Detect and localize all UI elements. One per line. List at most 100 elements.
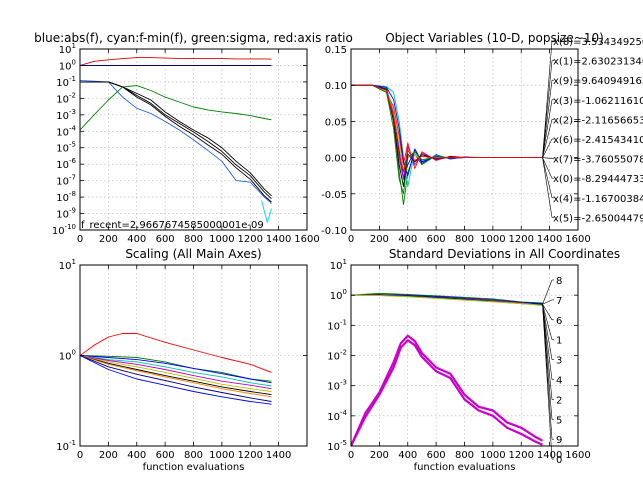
right-label: 5 — [556, 415, 562, 426]
right-label: x(9)=9.64094916324e-06 — [553, 76, 643, 87]
y-tick-label-base: 10 — [56, 78, 69, 89]
x-tick-label: 200 — [99, 234, 118, 245]
x-tick-label: 1200 — [509, 234, 534, 245]
y-tick-label: 10-8 — [56, 190, 76, 204]
chart-title: blue:abs(f), cyan:f-min(f), green:sigma,… — [34, 31, 353, 45]
series-line-7 — [80, 355, 272, 398]
leader-line — [542, 138, 553, 158]
x-tick-label: 1200 — [238, 450, 263, 461]
series-line-2 — [351, 292, 543, 304]
right-label: x(4)=-1.16700384e-05 — [553, 194, 643, 205]
y-tick-label: 0.15 — [325, 45, 347, 56]
right-label: x(1)=2.63023134602e-05 — [553, 57, 643, 68]
y-tick-label: 10-2 — [327, 349, 347, 363]
y-tick-label-base: 10 — [56, 193, 69, 204]
x-tick-label: 1600 — [294, 234, 319, 245]
y-tick-label: 10-5 — [327, 439, 347, 453]
chart-title: Object Variables (10-D, popsize~10) — [385, 31, 604, 45]
x-tick-label: 800 — [455, 234, 474, 245]
x-tick-label: 600 — [156, 450, 175, 461]
y-tick-label: 10-2 — [56, 91, 76, 105]
y-tick-label-base: 10 — [52, 226, 65, 237]
y-tick-label-base: 10 — [56, 160, 69, 171]
y-tick-label-exp: 0 — [72, 349, 76, 357]
series-line-8 — [351, 84, 543, 195]
leader-line — [542, 99, 553, 158]
x-tick-label: 200 — [370, 234, 389, 245]
chart-title: Scaling (All Main Axes) — [125, 247, 261, 261]
tick-group: 0 200 400 600 800 1000 1200 1400 1600 -0.10 -0.05 0… — [321, 45, 591, 245]
right-label: x(0)=-8.29444733e-05 — [553, 174, 643, 185]
x-tick-label: 800 — [455, 450, 474, 461]
series-line-9 — [80, 355, 272, 405]
leader-line — [542, 157, 553, 179]
y-tick-label: 0.10 — [325, 81, 347, 92]
y-tick-label-exp: 1 — [343, 258, 347, 266]
y-tick-label-base: 10 — [56, 144, 69, 155]
series-line-8 — [80, 355, 272, 402]
panel-p2: 0 200 400 600 800 1000 1200 1400 1600 -0.10 -0.05 0… — [321, 31, 643, 245]
x-tick-label: 1600 — [565, 234, 590, 245]
series-line-0 — [351, 84, 543, 180]
leader-line — [542, 304, 553, 460]
x-tick-label: 600 — [427, 234, 446, 245]
leader-line — [542, 279, 553, 305]
right-label: 4 — [556, 376, 562, 387]
y-tick-label: 10-7 — [56, 174, 76, 188]
y-tick-label-exp: -3 — [69, 108, 76, 116]
y-tick-label-base: 10 — [330, 261, 343, 272]
leader-line — [542, 157, 553, 218]
y-tick-label-base: 10 — [56, 111, 69, 122]
series-group — [351, 84, 543, 206]
chart-title: Standard Deviations in All Coordinates — [389, 247, 620, 261]
y-tick-label-exp: -8 — [69, 190, 76, 198]
y-tick-label: 100 — [59, 349, 76, 363]
leader-line — [542, 119, 553, 158]
right-label: x(2)=-2.11656653e-05 — [553, 115, 643, 126]
y-tick-label-exp: -5 — [69, 141, 76, 149]
panel-p4: 0 200 400 600 800 1000 1200 1400 160010-510-410-… — [327, 247, 620, 473]
right-label: x(7)=-3.76055078e-05 — [553, 155, 643, 166]
y-tick-label: 100 — [59, 58, 76, 72]
x-tick-label: 1600 — [565, 450, 590, 461]
leader-line — [542, 304, 553, 320]
x-tick-label: 1400 — [537, 234, 562, 245]
y-tick-label: 101 — [59, 42, 76, 56]
x-tick-label: 400 — [398, 234, 417, 245]
series-line-6 — [351, 84, 543, 188]
leader-line — [542, 304, 553, 360]
leader-line — [542, 157, 553, 159]
y-tick-label: 10-10 — [52, 223, 76, 237]
x-tick-label: 1000 — [480, 450, 505, 461]
series-line-7 — [351, 294, 543, 307]
series-line-0 — [80, 80, 272, 204]
x-axis-label: function evaluations — [414, 462, 516, 473]
y-tick-label-base: 10 — [327, 412, 340, 423]
y-tick-label-exp: -1 — [69, 75, 76, 83]
y-tick-label: 10-5 — [56, 141, 76, 155]
y-tick-label: 10-4 — [56, 124, 76, 138]
y-tick-label: 10-1 — [56, 439, 76, 453]
x-tick-label: 600 — [427, 450, 446, 461]
series-line-2 — [80, 85, 272, 131]
y-tick-label-base: 10 — [59, 261, 72, 272]
leader-line — [542, 299, 553, 305]
series-line-5 — [80, 81, 272, 197]
series-line-7 — [351, 84, 543, 177]
x-tick-label: 1000 — [480, 234, 505, 245]
right-label: 2 — [556, 395, 562, 406]
series-line-9 — [351, 84, 543, 173]
series-group — [80, 57, 272, 223]
panel-p1: 0 200 400 600 800 1000 1200 1400 160010-1010-910… — [34, 31, 353, 245]
leader-line — [542, 80, 553, 158]
series-group — [351, 292, 544, 446]
y-tick-label-exp: -4 — [340, 409, 348, 417]
y-tick-label: 101 — [59, 258, 76, 272]
y-tick-label-base: 10 — [56, 442, 69, 453]
y-tick-label-exp: -7 — [69, 174, 76, 182]
y-tick-label-exp: 1 — [72, 42, 76, 50]
right-label: 7 — [556, 296, 562, 307]
y-tick-label-base: 10 — [327, 382, 340, 393]
y-tick-label-exp: -4 — [69, 124, 77, 132]
leader-line — [542, 304, 553, 380]
